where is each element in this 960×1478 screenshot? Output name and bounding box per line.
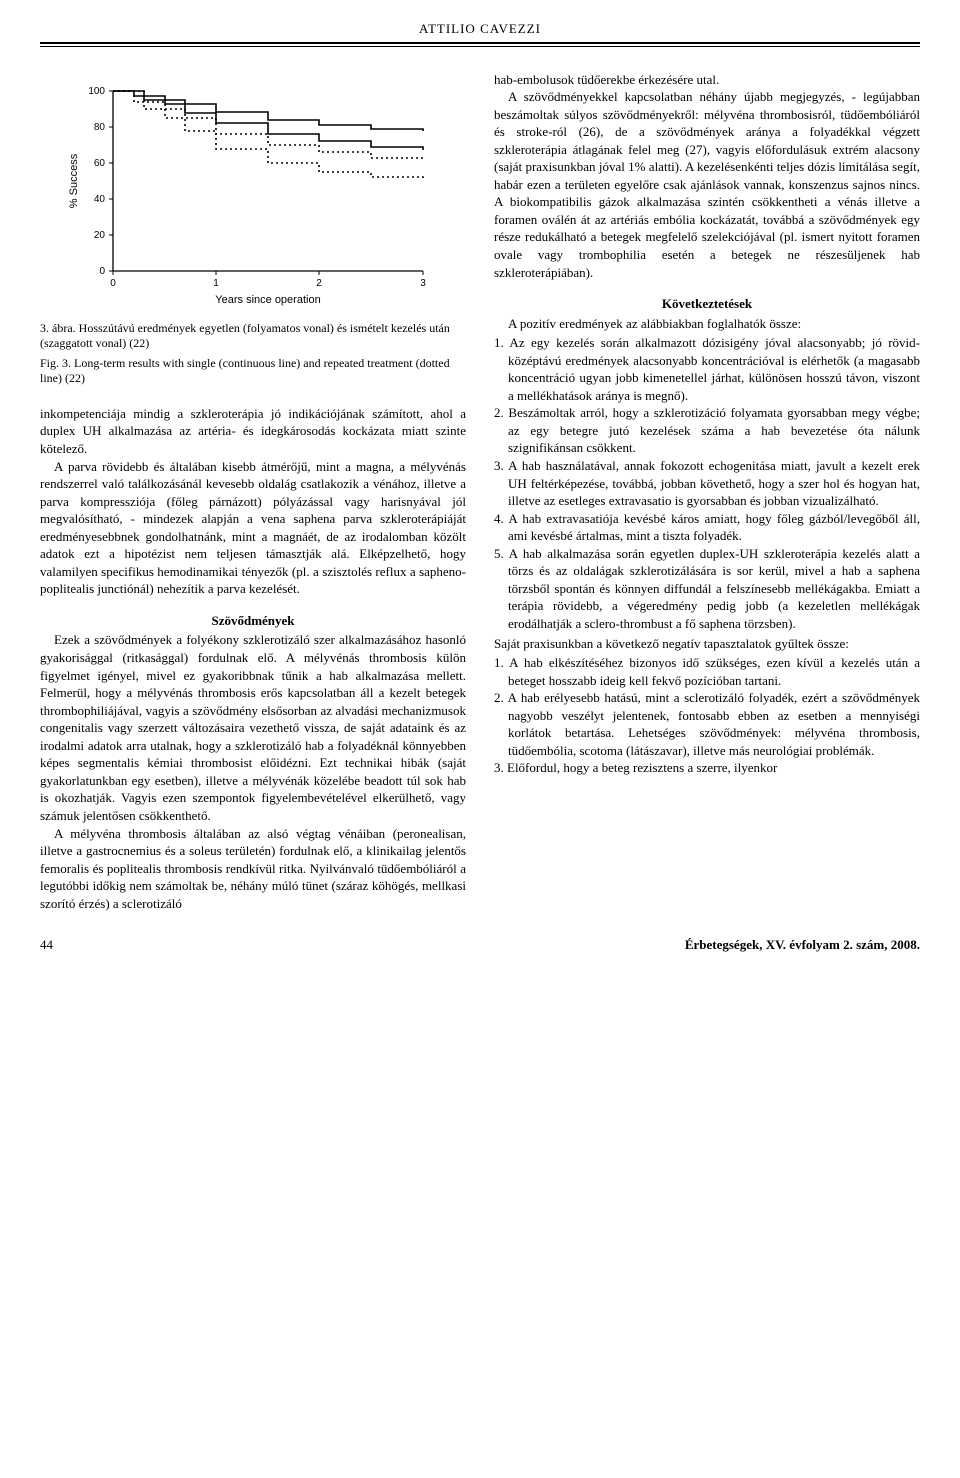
svg-text:0: 0 [110, 278, 116, 289]
kaplan-meier-chart: 0 20 40 60 80 100 0 1 2 3 Years since op… [40, 71, 466, 311]
caption-en: Fig. 3. Long-term results with single (c… [40, 356, 466, 387]
svg-text:2: 2 [316, 278, 322, 289]
svg-text:60: 60 [94, 158, 106, 169]
list-item: 1. A hab elkészítéséhez bizonyos idő szü… [494, 654, 920, 689]
svg-text:40: 40 [94, 194, 106, 205]
rule [40, 42, 920, 44]
body-text: inkompetenciája mindig a szkleroterápia … [40, 405, 466, 458]
figure-3-chart: 0 20 40 60 80 100 0 1 2 3 Years since op… [40, 71, 466, 311]
list-item: 2. Beszámoltak arról, hogy a szklerotizá… [494, 404, 920, 457]
svg-text:100: 100 [88, 86, 105, 97]
page-footer: 44 Érbetegségek, XV. évfolyam 2. szám, 2… [40, 936, 920, 954]
list-item: 3. Előfordul, hogy a beteg rezisztens a … [494, 759, 920, 777]
body-text: A szövődményekkel kapcsolatban néhány új… [494, 88, 920, 281]
list-item: 2. A hab erélyesebb hatású, mint a scler… [494, 689, 920, 759]
svg-text:1: 1 [213, 278, 219, 289]
page-number: 44 [40, 936, 53, 954]
conclusions-intro-positive: A pozitív eredmények az alábbiakban fogl… [494, 315, 920, 333]
list-item: 5. A hab alkalmazása során egyetlen dupl… [494, 545, 920, 633]
body-text: A mélyvéna thrombosis általában az alsó … [40, 825, 466, 913]
body-text: A parva rövidebb és általában kisebb átm… [40, 458, 466, 598]
section-title-complications: Szövődmények [40, 612, 466, 630]
journal-citation: Érbetegségek, XV. évfolyam 2. szám, 2008… [685, 936, 920, 954]
column-right: hab-embolusok tüdőerekbe érkezésére utal… [494, 71, 920, 913]
svg-text:Years since operation: Years since operation [215, 294, 320, 306]
conclusions-intro-negative: Saját praxisunkban a következő negatív t… [494, 635, 920, 653]
section-title-conclusions: Következtetések [494, 295, 920, 313]
list-item: 1. Az egy kezelés során alkalmazott dózi… [494, 334, 920, 404]
two-column-layout: 0 20 40 60 80 100 0 1 2 3 Years since op… [40, 71, 920, 913]
body-text: hab-embolusok tüdőerekbe érkezésére utal… [494, 71, 920, 89]
svg-text:0: 0 [99, 266, 105, 277]
negative-conclusions-list: 1. A hab elkészítéséhez bizonyos idő szü… [494, 654, 920, 777]
list-item: 4. A hab extravasatiója kevésbé káros am… [494, 510, 920, 545]
list-item: 3. A hab használatával, annak fokozott e… [494, 457, 920, 510]
positive-conclusions-list: 1. Az egy kezelés során alkalmazott dózi… [494, 334, 920, 632]
body-text: Ezek a szövődmények a folyékony szklerot… [40, 631, 466, 824]
figure-3-caption: 3. ábra. Hosszútávú eredmények egyetlen … [40, 321, 466, 387]
svg-text:% Success: % Success [68, 153, 80, 208]
svg-text:3: 3 [420, 278, 426, 289]
running-head-author: ATTILIO CAVEZZI [40, 20, 920, 38]
svg-text:20: 20 [94, 230, 106, 241]
rule [40, 46, 920, 47]
caption-hu: 3. ábra. Hosszútávú eredmények egyetlen … [40, 321, 466, 352]
column-left: 0 20 40 60 80 100 0 1 2 3 Years since op… [40, 71, 466, 913]
svg-text:80: 80 [94, 122, 106, 133]
